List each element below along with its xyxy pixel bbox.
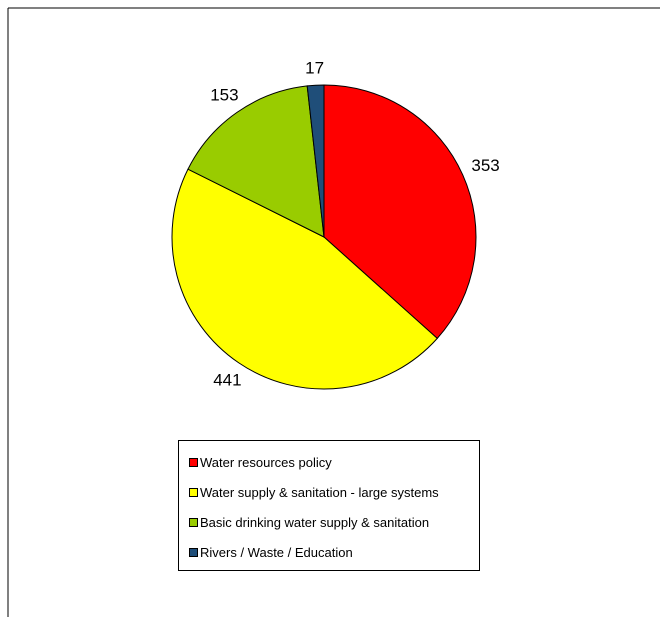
pie-slices <box>171 84 477 390</box>
legend-item-basic-drinking-water: Basic drinking water supply & sanitation <box>189 513 429 531</box>
legend-label-water-supply-large-systems: Water supply & sanitation - large system… <box>200 484 439 500</box>
legend-swatch-basic-drinking-water <box>189 517 198 527</box>
data-label-rivers-waste-education: 17 <box>305 58 324 77</box>
pie-data-labels: 353 441 153 17 <box>210 58 500 389</box>
legend-swatch-water-supply-large-systems <box>189 487 198 497</box>
legend-item-water-supply-large-systems: Water supply & sanitation - large system… <box>189 483 439 501</box>
legend-item-water-resources-policy: Water resources policy <box>189 453 332 471</box>
pie-slice-water-supply-large-systems <box>171 168 438 390</box>
legend-swatch-rivers-waste-education <box>189 547 198 557</box>
data-label-water-resources-policy: 353 <box>471 156 499 175</box>
legend-item-rivers-waste-education: Rivers / Waste / Education <box>189 543 353 561</box>
pie-slice-water-resources-policy <box>323 84 477 340</box>
pie-slice-basic-drinking-water <box>187 85 325 238</box>
legend-label-water-resources-policy: Water resources policy <box>200 454 332 470</box>
legend-label-basic-drinking-water: Basic drinking water supply & sanitation <box>200 514 430 530</box>
legend-label-rivers-waste-education: Rivers / Waste / Education <box>200 544 353 560</box>
data-label-water-supply-large-systems: 441 <box>213 370 241 389</box>
data-label-basic-drinking-water: 153 <box>210 85 238 104</box>
legend-swatch-water-resources-policy <box>189 457 198 467</box>
legend: Water resources policy Water supply & sa… <box>178 440 480 571</box>
pie-slice-rivers-waste-education <box>306 84 325 238</box>
